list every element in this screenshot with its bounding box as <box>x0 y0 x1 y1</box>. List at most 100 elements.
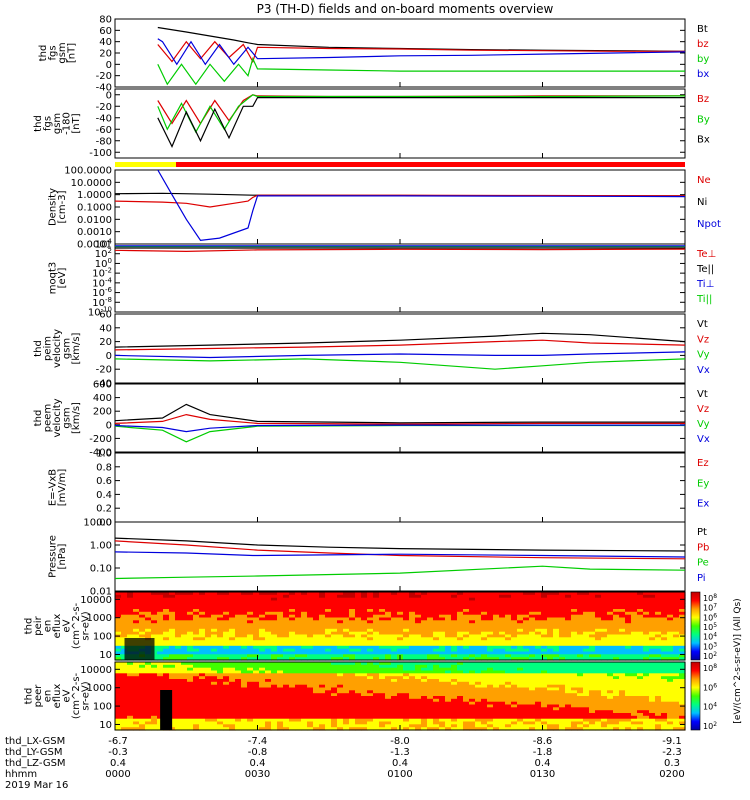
peir_eflux-cell <box>613 648 620 653</box>
peer_eflux-cell <box>445 690 452 694</box>
peer_eflux-cell <box>499 701 506 706</box>
peir_eflux-cell <box>271 645 278 650</box>
peir_eflux-cell <box>637 628 644 633</box>
peir_eflux-cell <box>529 645 536 650</box>
peir_eflux-cell <box>643 606 650 610</box>
peir_eflux-cell <box>331 626 338 630</box>
peir_eflux-cell <box>529 648 536 653</box>
peer_eflux-cell <box>583 707 590 711</box>
peir_eflux-cell <box>121 597 128 602</box>
peir_eflux-cell <box>553 600 560 604</box>
peir_eflux-cell <box>505 628 512 633</box>
peer_eflux-cell <box>139 662 146 666</box>
peir_eflux-cell <box>511 592 518 596</box>
peir_eflux-cell <box>169 657 176 661</box>
peir_eflux-cell <box>589 654 596 658</box>
peer_eflux-cell <box>565 721 572 725</box>
peir_eflux-cell <box>511 594 518 599</box>
peir_eflux-cell <box>673 631 680 636</box>
peir_eflux-cell <box>397 606 404 610</box>
peir_eflux-cell <box>133 611 140 616</box>
pressure-series-Pi <box>115 551 685 558</box>
peer_eflux-cell <box>193 684 200 689</box>
peir_eflux-cell <box>589 634 596 638</box>
peir_eflux-cell <box>439 626 446 630</box>
peir_eflux-cell <box>505 637 512 641</box>
peer_eflux-cell <box>235 707 242 711</box>
peir_eflux-cell <box>193 651 200 655</box>
peer_eflux-cell <box>355 684 362 689</box>
peer_eflux-cell <box>265 690 272 694</box>
peir_eflux-cell <box>193 617 200 621</box>
peer_eflux-cell <box>169 673 176 677</box>
peir_eflux-cell <box>337 620 344 624</box>
peir_eflux-cell <box>649 611 656 616</box>
peer_eflux-cell <box>415 715 422 720</box>
peir_eflux-cell <box>445 623 452 627</box>
peer_eflux-cell <box>607 684 614 689</box>
footer-value: 0200 <box>659 769 684 780</box>
peer_eflux-cell <box>265 670 272 674</box>
peer_eflux-cell <box>349 696 356 700</box>
peer_eflux-cell <box>433 681 440 686</box>
peir_eflux-cell <box>151 620 158 624</box>
peer_eflux-cell <box>655 718 662 723</box>
peir_eflux-cell <box>439 634 446 638</box>
peir_eflux-cell <box>187 623 194 627</box>
peer_eflux-cell <box>469 673 476 677</box>
peer_eflux-cell <box>127 687 134 691</box>
peer_eflux-cell <box>493 662 500 666</box>
peir_eflux-cell <box>349 614 356 619</box>
peir_eflux-cell <box>559 606 566 610</box>
peer_eflux-cell <box>277 673 284 677</box>
peir_eflux-cell <box>247 645 254 650</box>
peer_eflux-cell <box>637 676 644 680</box>
peir_eflux-cell <box>301 609 308 613</box>
peir_eflux-cell <box>547 657 554 661</box>
peir_eflux-cell <box>163 648 170 653</box>
peer_eflux-cell <box>259 687 266 691</box>
peer_eflux-cell <box>127 670 134 674</box>
peir_eflux-cell <box>565 657 572 661</box>
peir_eflux-cell <box>607 643 614 647</box>
peer_eflux-cell <box>181 715 188 720</box>
peer_eflux-cell <box>385 727 392 731</box>
peir_eflux-cell <box>451 594 458 599</box>
pressure-ytick-label: 1.00 <box>90 541 112 552</box>
peir_eflux-cell <box>313 634 320 638</box>
peer_eflux-cell <box>601 727 608 731</box>
peer_eflux-cell <box>523 676 530 680</box>
peer_eflux-cell <box>343 667 350 672</box>
peir_eflux-cell <box>427 600 434 604</box>
peer_eflux-cell <box>523 727 530 731</box>
peer_eflux-cell <box>613 707 620 711</box>
peer_eflux-cell <box>223 676 230 680</box>
peir_eflux-cell <box>283 643 290 647</box>
peir_eflux-cell <box>601 628 608 633</box>
peer_eflux-cell <box>145 727 152 731</box>
peer_eflux-cell <box>115 664 122 669</box>
peir_eflux-cell <box>361 643 368 647</box>
peir_eflux-cell <box>607 637 614 641</box>
peir_eflux-spectrogram <box>115 592 686 661</box>
peir_eflux-cell <box>475 611 482 616</box>
peir_eflux-cell <box>223 611 230 616</box>
peer_eflux-cell <box>361 690 368 694</box>
peir_eflux-cell <box>121 657 128 661</box>
density-ytick-label: 10.0000 <box>71 178 112 189</box>
peer_eflux-cell <box>253 727 260 731</box>
peer_eflux-cell <box>601 696 608 700</box>
peir_eflux-cell <box>331 643 338 647</box>
peer_eflux-cell <box>439 727 446 731</box>
peir_eflux-cell <box>499 609 506 613</box>
peer_eflux-cell <box>301 679 308 683</box>
peer_eflux-cell <box>247 687 254 691</box>
peir_eflux-cell <box>499 614 506 619</box>
peer_eflux-cell <box>301 704 308 708</box>
peir_eflux-cell <box>427 626 434 630</box>
peer_eflux-cell <box>457 727 464 731</box>
peir_eflux-cell <box>673 640 680 644</box>
peer_eflux-cell <box>151 676 158 680</box>
peer_eflux-cell <box>571 707 578 711</box>
peir_eflux-cell <box>439 623 446 627</box>
